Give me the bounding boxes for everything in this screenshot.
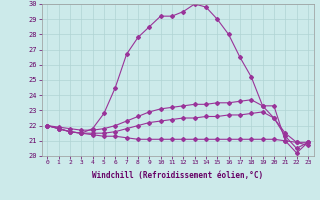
X-axis label: Windchill (Refroidissement éolien,°C): Windchill (Refroidissement éolien,°C) xyxy=(92,171,263,180)
